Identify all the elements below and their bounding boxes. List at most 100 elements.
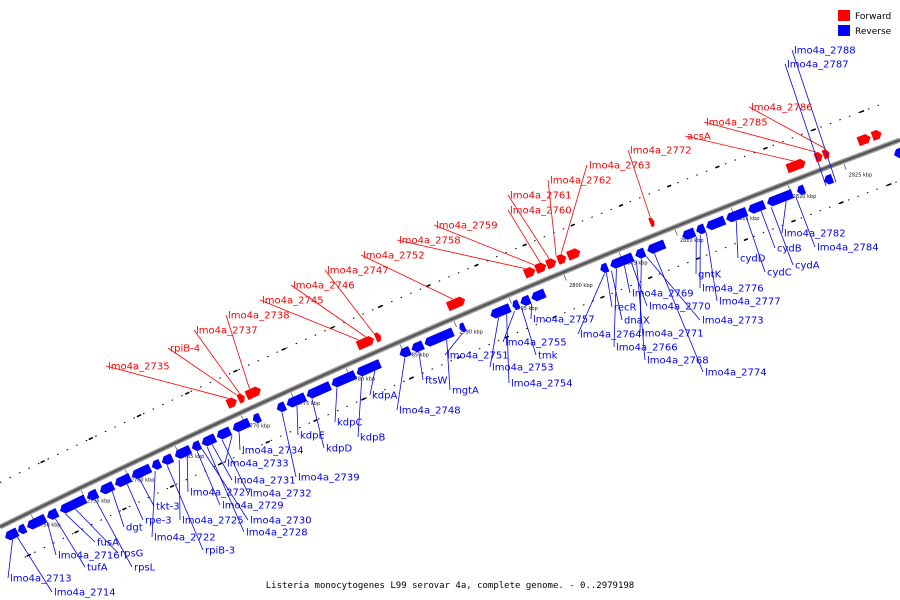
gene-label: lmo4a_2768	[647, 356, 709, 367]
minor-tick	[809, 213, 812, 216]
label-leader	[221, 439, 249, 494]
reverse-gene	[232, 417, 252, 433]
label-leader	[126, 484, 144, 521]
minor-tick	[772, 144, 775, 146]
minor-tick	[658, 273, 661, 275]
major-tick	[474, 263, 479, 267]
gene-label: fusA	[97, 538, 119, 549]
minor-tick	[573, 308, 576, 310]
reverse-gene	[191, 440, 203, 452]
label-leader	[418, 351, 424, 381]
minor-tick	[610, 208, 613, 211]
minor-tick	[734, 243, 737, 245]
minor-tick	[194, 474, 197, 477]
major-tick	[570, 223, 576, 227]
forward-gene	[355, 335, 375, 351]
major-tick	[361, 397, 366, 401]
label-leader	[627, 149, 651, 218]
reverse-gene	[647, 239, 667, 254]
gene-label: lmo4a_2763	[589, 161, 651, 172]
major-tick	[666, 184, 672, 188]
reverse-gene	[696, 223, 707, 235]
minor-tick	[895, 181, 897, 183]
reverse-gene	[252, 412, 263, 424]
major-tick	[504, 335, 510, 339]
minor-tick	[829, 122, 832, 125]
reverse-gene	[27, 513, 48, 530]
minor-tick	[516, 331, 519, 334]
minor-tick	[317, 418, 320, 420]
label-leader	[611, 270, 623, 321]
gene-label: lmo4a_2731	[234, 476, 296, 487]
reverse-gene	[459, 322, 467, 333]
minor-tick	[495, 255, 498, 258]
minor-tick	[629, 200, 632, 203]
minor-tick	[390, 300, 393, 303]
gene-label: lmo4a_2776	[702, 284, 764, 295]
minor-tick	[85, 439, 88, 442]
minor-tick	[37, 462, 40, 465]
minor-tick	[677, 181, 679, 184]
minor-tick	[362, 313, 365, 315]
label-leader	[433, 224, 535, 266]
major-tick	[715, 165, 720, 169]
minor-tick	[175, 483, 178, 485]
label-leader	[259, 299, 359, 341]
minor-tick	[24, 556, 27, 558]
minor-tick	[242, 452, 244, 455]
minor-tick	[867, 108, 870, 110]
gene-label: lmo4a_2737	[196, 326, 258, 337]
minor-tick	[109, 514, 112, 517]
label-leader	[111, 491, 125, 528]
minor-tick	[544, 319, 547, 322]
minor-tick	[138, 501, 140, 503]
minor-tick	[223, 461, 226, 463]
minor-tick	[43, 546, 46, 549]
reverse-gene	[86, 488, 100, 501]
gene-label: mgtA	[452, 386, 479, 397]
gene-label: lmo4a_2770	[649, 302, 711, 313]
gene-label: kdpA	[372, 391, 397, 402]
label-leader	[653, 253, 704, 373]
minor-tick	[161, 403, 164, 406]
gene-label: cydC	[767, 268, 792, 279]
gene-label: ftsW	[425, 376, 447, 387]
minor-tick	[333, 325, 336, 328]
label-leader	[770, 207, 794, 266]
minor-tick	[800, 217, 803, 219]
reverse-gene	[161, 453, 175, 466]
gene-label: lmo4a_2771	[642, 329, 704, 340]
label-leader	[507, 209, 541, 263]
forward-gene	[566, 248, 581, 261]
reverse-gene	[47, 508, 60, 520]
minor-tick	[114, 426, 117, 428]
axis-tick-label: 2755 kbp	[87, 498, 111, 504]
minor-tick	[270, 439, 273, 442]
gene-label: lmo4a_2777	[719, 297, 781, 308]
label-leader	[281, 412, 297, 478]
gene-label: lmo4a_2753	[492, 363, 554, 374]
label-leader	[639, 258, 642, 334]
minor-tick	[620, 288, 623, 291]
label-leader	[360, 254, 454, 300]
major-tick	[456, 355, 462, 360]
forward-gene	[648, 217, 655, 228]
minor-tick	[185, 478, 188, 481]
label-leader	[167, 347, 237, 396]
label-leader	[577, 273, 605, 335]
gene-label: lmo4a_2774	[705, 368, 767, 379]
label-leader	[613, 268, 617, 348]
label-leader	[396, 357, 406, 411]
minor-tick	[847, 199, 850, 201]
gene-label: lmo4a_2764	[580, 330, 642, 341]
major-tick	[839, 201, 844, 205]
minor-tick	[76, 444, 78, 446]
minor-tick	[858, 111, 861, 114]
minor-tick	[190, 390, 193, 393]
reverse-gene	[748, 200, 767, 214]
minor-tick	[133, 417, 136, 419]
major-tick	[600, 295, 605, 299]
minor-tick	[848, 115, 851, 117]
gene-label: lmo4a_2738	[228, 311, 290, 322]
minor-tick	[724, 246, 727, 249]
